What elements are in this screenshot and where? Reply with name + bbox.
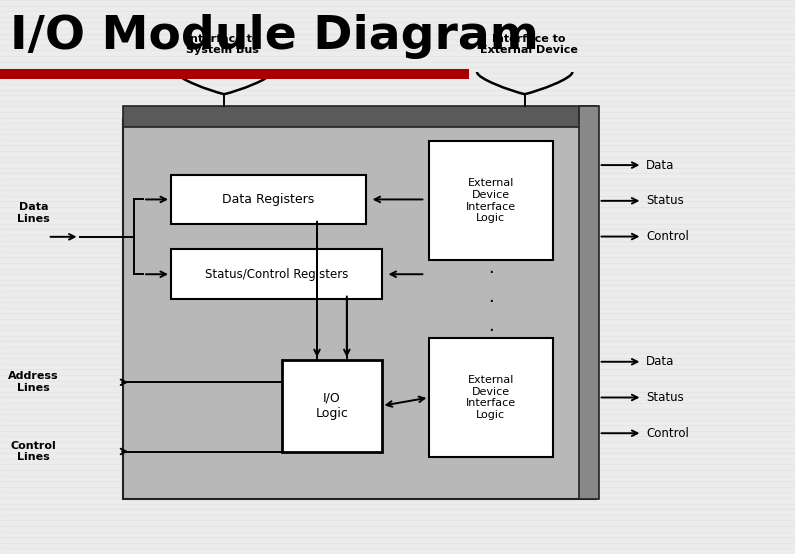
Text: Status: Status — [646, 391, 684, 404]
Bar — [429, 141, 553, 260]
Text: Data Registers: Data Registers — [222, 193, 315, 206]
Bar — [282, 360, 382, 452]
Text: I/O Module Diagram: I/O Module Diagram — [10, 14, 539, 59]
Bar — [171, 175, 366, 224]
Text: I/O
Logic: I/O Logic — [316, 392, 348, 420]
Text: Data: Data — [646, 355, 675, 368]
Text: Control: Control — [646, 230, 689, 243]
Text: Interface to
System Bus: Interface to System Bus — [186, 34, 259, 55]
Text: Interface to
External Device: Interface to External Device — [479, 34, 578, 55]
Text: ·
·
·: · · · — [488, 264, 494, 340]
Bar — [123, 119, 596, 499]
Bar — [0, 69, 469, 79]
Text: Data
Lines: Data Lines — [17, 203, 50, 224]
Bar — [579, 106, 599, 499]
Text: Status/Control Registers: Status/Control Registers — [204, 268, 348, 281]
Text: Data: Data — [646, 158, 675, 172]
Bar — [171, 249, 382, 299]
Text: Address
Lines: Address Lines — [8, 372, 59, 393]
Text: Control: Control — [646, 427, 689, 440]
Text: External
Device
Interface
Logic: External Device Interface Logic — [466, 178, 516, 223]
Bar — [429, 338, 553, 457]
Text: Status: Status — [646, 194, 684, 207]
Text: Control
Lines: Control Lines — [10, 441, 56, 462]
Bar — [123, 106, 596, 127]
Text: External
Device
Interface
Logic: External Device Interface Logic — [466, 375, 516, 420]
